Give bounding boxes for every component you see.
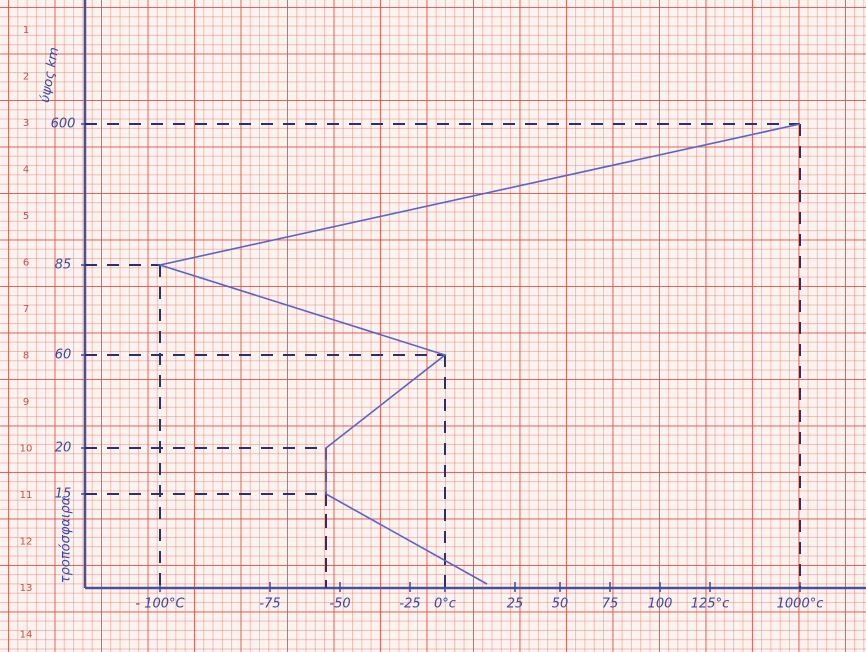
- row-number: 4: [23, 165, 29, 176]
- row-number: 12: [20, 537, 33, 548]
- row-number: 10: [20, 444, 33, 455]
- x-tick-label: 1000°c: [777, 597, 824, 612]
- row-number: 8: [23, 351, 29, 362]
- row-number: 14: [20, 630, 33, 641]
- y-tick-label: 85: [55, 258, 72, 273]
- y-tick-label: 600: [51, 117, 76, 132]
- x-tick-label: -25: [399, 597, 420, 612]
- y-tick-label: 20: [55, 441, 72, 456]
- data-line: [156, 123, 801, 585]
- row-number: 9: [23, 397, 29, 408]
- row-number: 2: [23, 72, 29, 83]
- x-tick-label: 75: [602, 597, 619, 612]
- x-tick-label: 125°c: [691, 597, 729, 612]
- x-tick-label: 100: [648, 597, 673, 612]
- row-number: 3: [23, 118, 29, 129]
- x-tick-label: -50: [329, 597, 350, 612]
- x-tick-label: 50: [552, 597, 569, 612]
- x-tick-label: 0°c: [434, 597, 456, 612]
- row-number: 6: [23, 258, 29, 269]
- row-number: 7: [23, 304, 29, 315]
- x-tick-label: - 100°C: [135, 597, 185, 612]
- row-number: 1: [23, 25, 29, 36]
- row-number: 11: [20, 490, 33, 501]
- annotation: τροπόσφαιρα: [59, 496, 74, 583]
- x-tick-label: 25: [507, 597, 524, 612]
- x-tick-label: -75: [259, 597, 280, 612]
- y-tick-label: 15: [55, 487, 72, 502]
- y-axis-label: ύψος km: [38, 46, 62, 104]
- row-number: 13: [20, 583, 33, 594]
- row-number: 5: [23, 211, 29, 222]
- y-tick-label: 60: [55, 348, 72, 363]
